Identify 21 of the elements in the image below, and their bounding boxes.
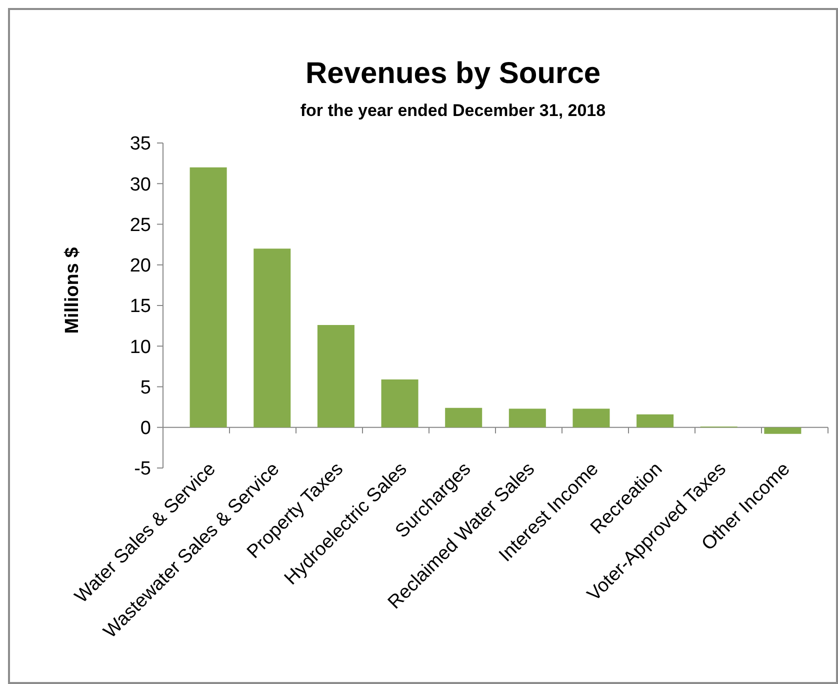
y-tick-label: 25 <box>130 214 151 236</box>
y-axis-title: Millions $ <box>62 246 83 334</box>
bar <box>508 408 546 428</box>
y-tick-label: 20 <box>130 256 151 277</box>
chart-subtitle: for the year ended December 31, 2018 <box>300 101 606 120</box>
chart-title: Revenues by Source <box>305 57 601 90</box>
bar <box>572 408 610 428</box>
bar <box>317 325 354 428</box>
y-tick-label: 35 <box>130 134 151 155</box>
bar <box>254 248 291 428</box>
y-tick-label: 10 <box>130 336 151 358</box>
bar <box>381 379 418 428</box>
bar <box>190 167 227 428</box>
y-tick-label: 0 <box>140 418 151 440</box>
y-tick-label: 5 <box>140 377 151 398</box>
y-tick-label: 15 <box>130 296 151 318</box>
bar <box>636 414 674 428</box>
y-tick-label: 30 <box>130 174 151 196</box>
y-tick-label: -5 <box>134 458 151 480</box>
bar <box>445 408 482 428</box>
bar <box>764 427 802 434</box>
